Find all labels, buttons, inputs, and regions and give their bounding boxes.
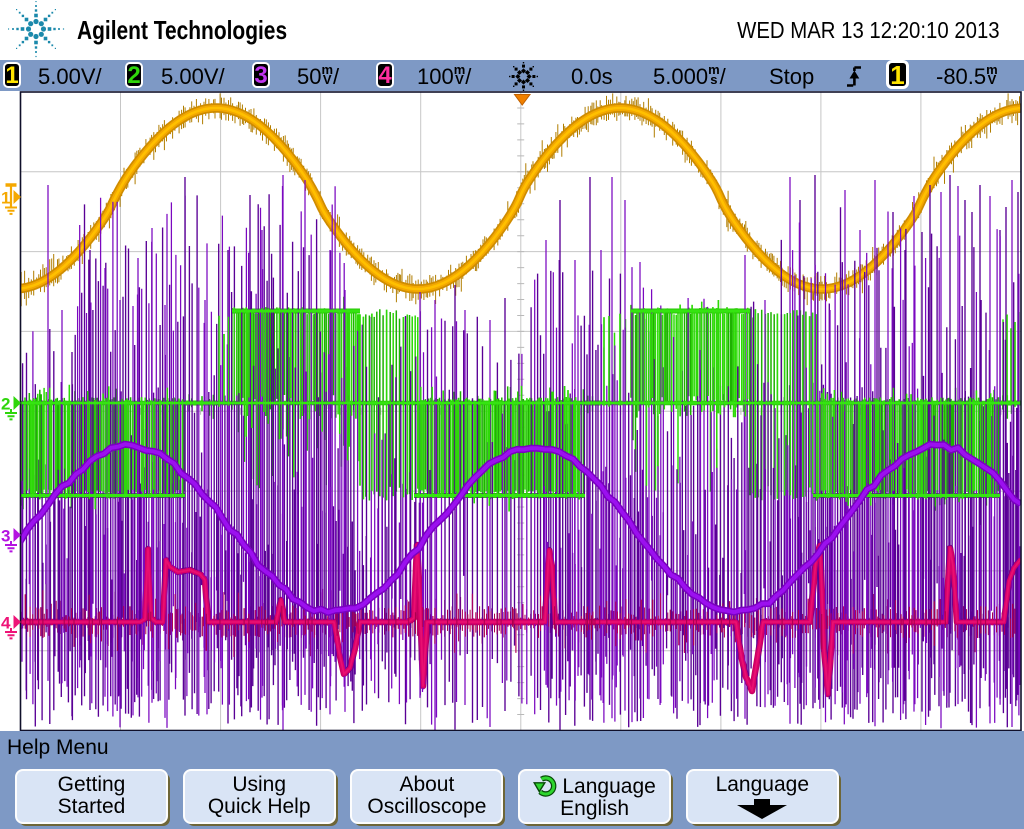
svg-text:1: 1 — [1, 189, 10, 208]
svg-text:2: 2 — [1, 395, 10, 414]
svg-text:3: 3 — [1, 527, 10, 546]
svg-text:4: 4 — [1, 614, 11, 633]
